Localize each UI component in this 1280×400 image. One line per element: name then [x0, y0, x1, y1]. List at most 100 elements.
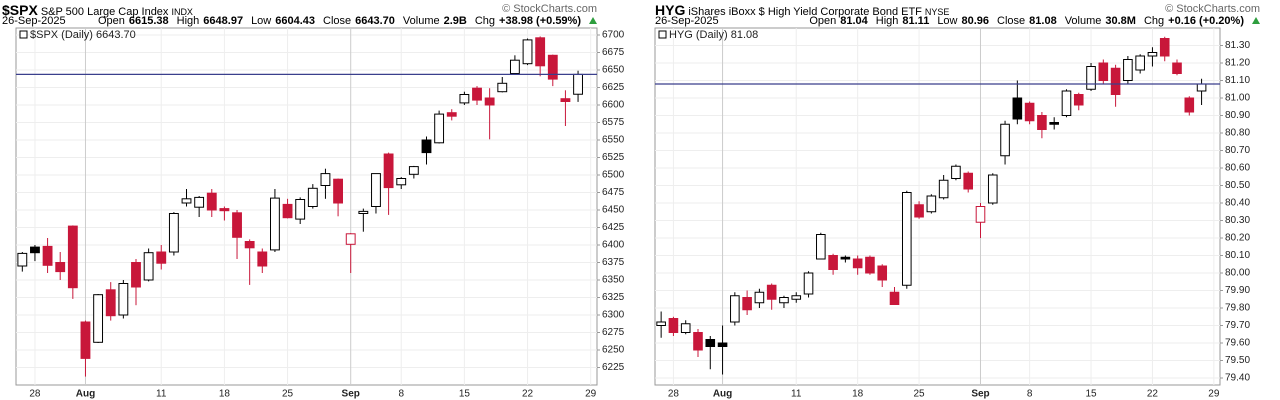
y-tick-label: 6275 — [602, 327, 625, 338]
header-title: $SPX S&P 500 Large Cap Index INDX — [2, 2, 193, 18]
y-tick-label: 6250 — [602, 345, 625, 356]
y-tick-label: 80.70 — [1225, 145, 1250, 156]
y-tick-label: 6325 — [602, 292, 625, 303]
field-label: High — [875, 15, 899, 27]
candle-body — [320, 173, 331, 187]
x-tick-label: 18 — [219, 389, 231, 400]
candle-body — [131, 262, 141, 288]
y-tick-label: 6300 — [602, 310, 625, 321]
candle-body — [509, 59, 520, 75]
header-title: HYG iShares iBoxx $ High Yield Corporate … — [655, 2, 949, 18]
field-label: High — [176, 15, 200, 27]
candle-body — [901, 192, 912, 286]
candle-body — [656, 321, 666, 326]
x-tick-label: 15 — [1085, 389, 1097, 400]
candle-body — [1123, 59, 1133, 81]
candle-body — [717, 342, 728, 347]
candle-body — [156, 251, 167, 264]
plot-frame — [15, 27, 598, 386]
candle-body — [434, 113, 445, 144]
candle-body — [1037, 115, 1047, 130]
field-value: 81.11 — [902, 15, 930, 27]
candle-body — [742, 297, 752, 311]
candle-body — [42, 245, 53, 266]
candle-body — [1073, 94, 1084, 106]
candle-body — [472, 87, 482, 101]
candle-body — [1172, 62, 1182, 74]
x-tick-label: 29 — [1208, 389, 1220, 400]
candle-body — [219, 208, 230, 212]
y-tick-label: 80.90 — [1225, 110, 1250, 121]
candle-body — [1049, 122, 1059, 125]
field-value: 30.8M — [1105, 15, 1136, 27]
candle-body — [459, 94, 470, 104]
y-tick-label: 6350 — [602, 275, 625, 286]
x-tick-label: 29 — [585, 389, 597, 400]
candle-body — [547, 54, 558, 80]
candle-body — [194, 196, 205, 208]
y-tick-label: 6650 — [602, 65, 625, 76]
chart-panel: 79.40 79.50 79.60 79.70 79.80 79.90 80.00 80.10… — [640, 0, 1280, 400]
legend-label: HYG (Daily) 81.08 — [669, 29, 758, 41]
candle-body — [938, 179, 949, 199]
candle-body — [1000, 123, 1010, 157]
x-tick-label: Aug — [713, 389, 732, 400]
change-arrow — [589, 17, 597, 24]
candle-body — [232, 212, 242, 238]
y-tick-label: 6375 — [602, 257, 625, 268]
x-tick-label: 25 — [282, 389, 294, 400]
field-label: Close — [323, 15, 352, 27]
x-tick-label: 22 — [1147, 389, 1159, 400]
y-tick-label: 79.60 — [1225, 338, 1250, 349]
field-value: 6604.43 — [275, 15, 316, 27]
candle-body — [1110, 67, 1121, 95]
y-tick-label: 6225 — [602, 362, 625, 373]
change-arrow — [1252, 17, 1260, 24]
y-tick-label: 79.80 — [1225, 303, 1250, 314]
candle-body — [766, 284, 777, 300]
candle-body — [779, 297, 789, 304]
x-tick-label: 28 — [29, 389, 41, 400]
candle-body — [1098, 62, 1109, 81]
security-name: S&P 500 Large Cap Index — [40, 6, 169, 18]
candle-body — [55, 262, 66, 273]
candle-body — [206, 192, 217, 211]
candle-body — [168, 213, 179, 253]
y-tick-label: 80.80 — [1225, 128, 1250, 139]
candle-body — [307, 187, 318, 208]
legend-icon — [658, 30, 667, 39]
y-tick-label: 6575 — [602, 117, 625, 128]
y-tick-label: 6550 — [602, 135, 625, 146]
candle-body — [244, 241, 255, 249]
x-tick-label: 25 — [914, 389, 926, 400]
candle-body — [295, 199, 306, 220]
candle-body — [105, 289, 116, 317]
candle-body — [333, 178, 343, 204]
candle-body — [80, 321, 91, 359]
x-tick-label: Aug — [76, 389, 95, 400]
field-label: Open — [809, 15, 837, 27]
candle-body — [345, 233, 356, 245]
candle-body — [143, 252, 154, 281]
y-tick-label: 6625 — [602, 82, 625, 93]
y-tick-label: 6675 — [602, 47, 625, 58]
chart: 6225 6250 6275 6300 6325 6350 6375 6400 6425 6450… — [15, 27, 625, 400]
field-value: +0.16 (+0.20%) — [1168, 15, 1244, 27]
y-tick-label: 6400 — [602, 240, 625, 251]
y-tick-label: 6450 — [602, 205, 625, 216]
field-value: 6615.38 — [128, 15, 169, 27]
x-tick-label: 28 — [668, 389, 680, 400]
candle-body — [680, 323, 691, 333]
field-label: Close — [997, 15, 1026, 27]
x-tick-label: 8 — [1027, 389, 1033, 400]
legend-label: $SPX (Daily) 6643.70 — [30, 29, 136, 41]
exchange: INDX — [171, 7, 193, 17]
symbol: $SPX — [2, 2, 38, 18]
y-tick-label: 80.20 — [1225, 233, 1250, 244]
candle-body — [118, 283, 129, 316]
y-tick-label: 80.60 — [1225, 163, 1250, 174]
field-value: 81.08 — [1029, 15, 1057, 27]
candle-body — [730, 295, 740, 323]
copyright: © StockCharts.com — [502, 3, 597, 15]
